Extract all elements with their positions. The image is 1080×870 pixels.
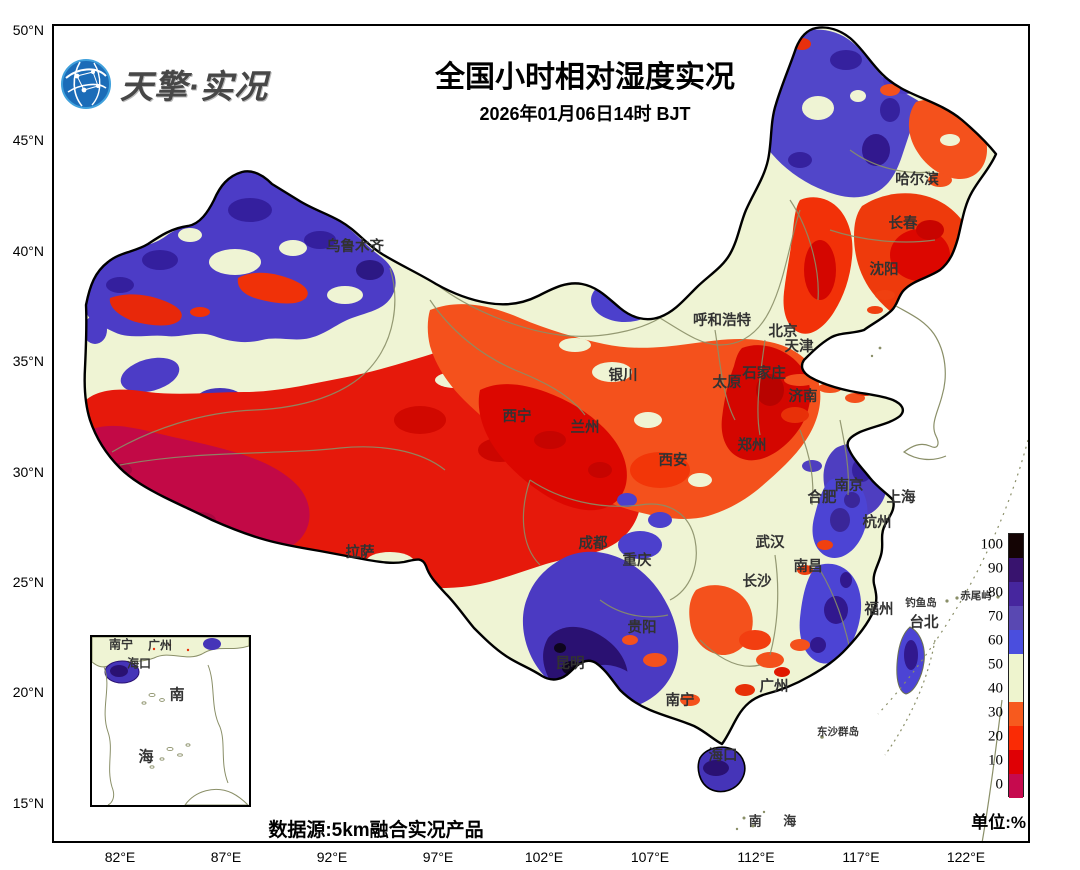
city-label: 广州: [759, 678, 789, 695]
city-label: 长春: [888, 215, 918, 232]
title-block: 全国小时相对湿度实况 2026年01月06日14时 BJT: [435, 52, 735, 126]
y-tick: 35°N: [12, 353, 44, 369]
colorbar-segment: [1009, 606, 1023, 630]
city-label: 重庆: [622, 552, 652, 569]
y-tick: 30°N: [12, 464, 44, 480]
city-label: 福州: [864, 601, 894, 618]
x-tick: 97°E: [422, 849, 454, 865]
colorbar-tick: 0: [995, 776, 1004, 793]
colorbar-segment: [1009, 774, 1023, 798]
foreign-coastlines: [877, 305, 1029, 844]
y-tick: 40°N: [12, 243, 44, 259]
city-label: 南京: [834, 477, 864, 494]
city-label: 南昌: [793, 558, 823, 575]
city-label: 合肥: [807, 489, 837, 506]
brand-logo-text: 天擎·实况: [120, 68, 268, 105]
y-tick: 15°N: [12, 795, 44, 811]
inset-city-label: 海口: [126, 656, 152, 671]
city-label: 台北: [909, 614, 939, 631]
island-label: 钓鱼岛: [905, 596, 937, 609]
colorbar-segment: [1009, 654, 1023, 678]
city-label: 呼和浩特: [693, 312, 751, 329]
x-tick: 92°E: [316, 849, 348, 865]
x-tick: 122°E: [946, 849, 986, 865]
y-tick: 50°N: [12, 22, 44, 38]
colorbar-unit-label: 单位:%: [971, 813, 1026, 832]
colorbar-tick: 20: [988, 728, 1003, 745]
city-label: 银川: [608, 367, 638, 384]
island-label: 赤尾屿: [960, 589, 992, 602]
datasource-text: 数据源:5km融合实况产品: [268, 820, 484, 841]
colorbar-tick: 50: [988, 656, 1003, 673]
colorbar-tick: 80: [988, 584, 1003, 601]
city-label: 郑州: [737, 437, 767, 454]
city-label: 杭州: [862, 514, 892, 531]
city-label: 哈尔滨: [895, 171, 939, 188]
city-label: 太原: [712, 374, 742, 391]
city-label: 成都: [578, 535, 608, 552]
city-label: 西安: [658, 452, 688, 469]
x-tick: 87°E: [210, 849, 242, 865]
hainan-island: [697, 746, 746, 793]
island-label: 东沙群岛: [817, 725, 859, 738]
south-china-sea-inset: 南宁 广州 海口 南 海: [90, 635, 251, 807]
city-label: 贵阳: [627, 619, 657, 636]
x-tick: 112°E: [737, 849, 775, 865]
colorbar-segment: [1009, 582, 1023, 606]
small-islands: [735, 346, 1000, 831]
city-label: 上海: [886, 489, 916, 506]
y-tick: 45°N: [12, 132, 44, 148]
city-label: 西宁: [502, 408, 532, 425]
city-label: 天津: [784, 338, 814, 355]
x-tick: 102°E: [524, 849, 564, 865]
city-label: 兰州: [570, 419, 600, 436]
city-label: 武汉: [755, 534, 785, 551]
city-label: 乌鲁木齐: [326, 238, 384, 255]
colorbar-segment: [1009, 750, 1023, 774]
x-tick: 117°E: [842, 849, 880, 865]
city-label: 海口: [708, 747, 738, 764]
inset-sea-label: 南: [169, 686, 185, 704]
colorbar-tick: 10: [988, 752, 1003, 769]
colorbar-tick: 90: [988, 560, 1003, 577]
sea-name-label: 南 海: [748, 813, 806, 829]
city-label: 济南: [788, 388, 818, 405]
colorbar-tick: 100: [980, 536, 1004, 553]
inset-city-label: 广州: [147, 638, 173, 653]
y-tick: 20°N: [12, 684, 44, 700]
colorbar-segment: [1009, 534, 1023, 558]
page-title: 全国小时相对湿度实况: [435, 61, 735, 94]
city-label: 北京: [768, 323, 798, 340]
brand-logo: 天擎·实况: [60, 58, 268, 110]
x-tick: 107°E: [630, 849, 670, 865]
colorbar-segment: [1009, 726, 1023, 750]
province-borders: [111, 149, 936, 667]
city-label: 拉萨: [345, 544, 375, 561]
city-label: 长沙: [742, 573, 772, 590]
colorbar-tick: 60: [988, 632, 1003, 649]
colorbar-tick: 40: [988, 680, 1003, 697]
city-label: 沈阳: [869, 261, 899, 278]
humidity-colorbar: [1008, 533, 1024, 798]
city-label: 昆明: [555, 655, 585, 672]
china-national-border: [83, 26, 998, 746]
x-tick: 82°E: [104, 849, 136, 865]
colorbar-tick: 70: [988, 608, 1003, 625]
city-label: 石家庄: [742, 365, 786, 382]
colorbar-segment: [1009, 630, 1023, 654]
inset-sea-label: 海: [138, 748, 154, 766]
page-subtitle: 2026年01月06日14时 BJT: [479, 104, 691, 124]
taiwan-island: [896, 626, 925, 695]
colorbar-segment: [1009, 678, 1023, 702]
inset-city-label: 南宁: [108, 637, 134, 652]
inset-map-canvas: [92, 637, 249, 805]
colorbar-tick: 30: [988, 704, 1003, 721]
city-label: 南宁: [665, 692, 695, 709]
globe-network-icon: [61, 59, 111, 109]
colorbar-segment: [1009, 558, 1023, 582]
y-tick: 25°N: [12, 574, 44, 590]
colorbar-segment: [1009, 702, 1023, 726]
